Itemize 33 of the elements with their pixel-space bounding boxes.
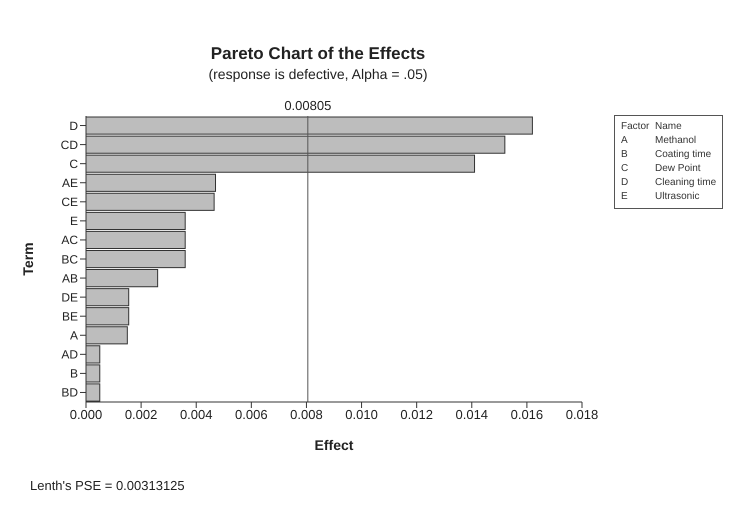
y-tick-label: AB — [62, 271, 78, 286]
y-axis-title: Term — [20, 242, 36, 276]
x-tick-label: 0.000 — [70, 407, 102, 422]
y-tick-label: CD — [60, 138, 78, 152]
y-tick-label: AD — [61, 348, 78, 362]
y-tick-label: A — [70, 328, 78, 343]
x-tick-label: 0.016 — [510, 407, 544, 422]
x-tick-label: 0.004 — [180, 407, 212, 422]
x-tick-label: 0.018 — [566, 407, 598, 422]
y-tick-label: C — [69, 156, 78, 171]
y-tick-label: BD — [61, 386, 78, 400]
x-tick-label: 0.006 — [235, 407, 268, 422]
y-tick-label: CE — [61, 195, 78, 210]
x-tick-label: 0.014 — [456, 407, 488, 422]
y-tick-label: BC — [61, 252, 78, 266]
x-tick-label: 0.010 — [345, 407, 378, 422]
y-tick-label: B — [70, 366, 78, 381]
legend-title: Factor Name — [621, 120, 682, 134]
factor-table: Factor Name A Methanol B Coating time C Dew Point D Cleaning time E Ultrasonic — [614, 115, 724, 209]
ref-line-label: 0.00805 — [284, 98, 332, 113]
chart-subtitle: (response is defective, Alpha = .05) — [207, 66, 429, 82]
text: Lenth's PSE = 0.00313125 — [30, 478, 185, 493]
y-tick-label: E — [70, 214, 78, 228]
chart-title: Pareto Chart of the Effects — [210, 44, 426, 64]
y-tick-label: BE — [62, 309, 78, 324]
y-tick-label: D — [69, 118, 78, 133]
x-axis-title: Effect — [314, 437, 354, 453]
x-tick-label: 0.012 — [400, 407, 433, 422]
y-tick-label: AE — [62, 176, 78, 190]
y-tick-label: DE — [61, 290, 78, 304]
x-tick-label: 0.008 — [290, 407, 323, 422]
x-tick-label: 0.002 — [124, 407, 158, 422]
y-tick-label: AC — [61, 233, 78, 248]
